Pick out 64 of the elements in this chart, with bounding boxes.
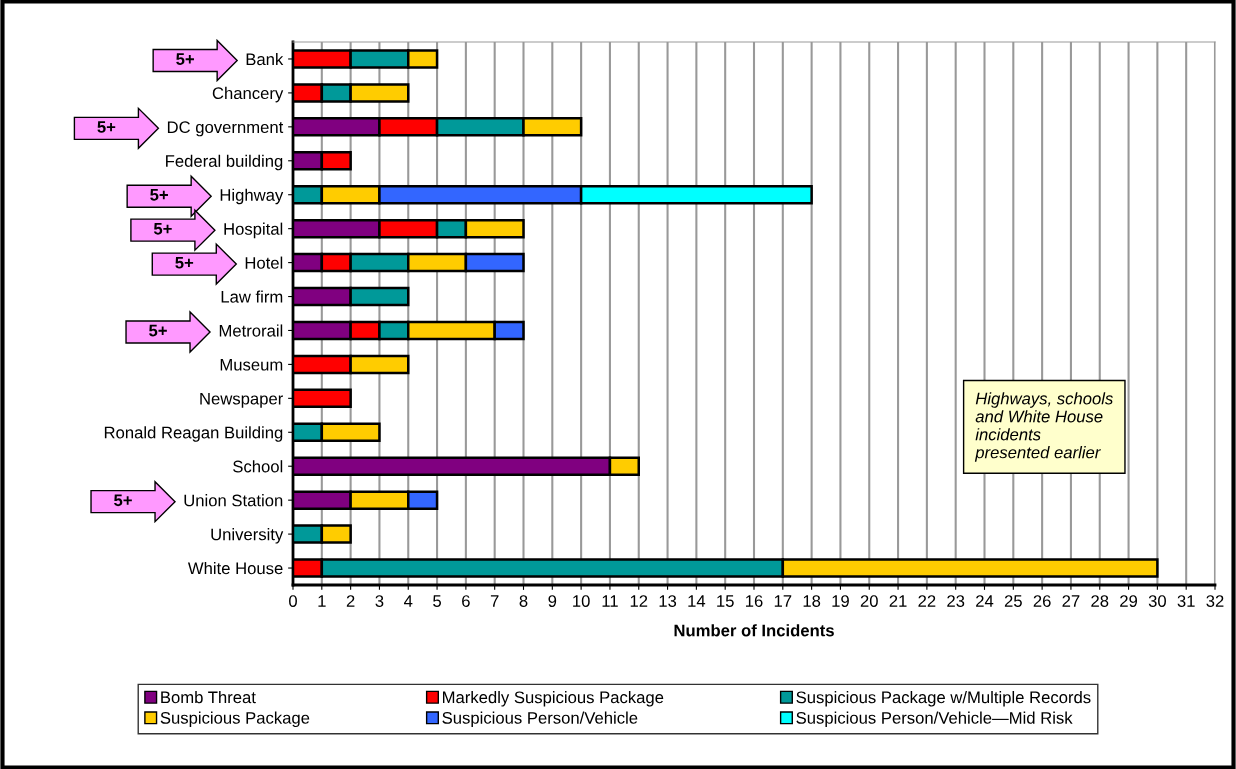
y-tick-label: DC government bbox=[167, 121, 284, 137]
legend-label: Suspicious Person/Vehicle—Mid Risk bbox=[796, 711, 1073, 728]
y-tick-label: Newspaper bbox=[200, 392, 284, 408]
x-tick-label: 30 bbox=[1148, 595, 1166, 607]
y-tick-label: White House bbox=[187, 561, 283, 575]
y-tick-label: Federal building bbox=[166, 154, 283, 171]
x-tick-label: 6 bbox=[462, 595, 470, 607]
x-tick-label: 20 bbox=[860, 595, 878, 607]
x-tick-label: 2 bbox=[346, 595, 355, 607]
y-tick-label: Chancery bbox=[212, 86, 284, 103]
text: 5+ bbox=[114, 494, 132, 507]
x-tick-label: 23 bbox=[947, 595, 965, 607]
x-tick-label: 18 bbox=[803, 595, 821, 607]
x-tick-label: 10 bbox=[573, 595, 590, 607]
x-tick-label: 17 bbox=[774, 595, 792, 607]
y-tick-label: Ronald Reagan Building bbox=[104, 426, 283, 442]
y-tick-label: Union Station bbox=[184, 494, 283, 507]
y-tick-label: Hospital bbox=[224, 222, 283, 239]
x-tick-label: 14 bbox=[688, 595, 706, 607]
x-tick-label: 32 bbox=[1206, 595, 1224, 607]
x-tick-label: 3 bbox=[375, 595, 384, 607]
x-tick-label: 24 bbox=[976, 595, 994, 607]
x-tick-label: 11 bbox=[602, 595, 618, 607]
x-tick-label: 9 bbox=[548, 595, 557, 607]
x-tick-label: 27 bbox=[1062, 595, 1080, 607]
x-tick-label: 7 bbox=[490, 595, 499, 607]
y-tick-label: Hotel bbox=[245, 256, 283, 269]
text: 5+ bbox=[153, 223, 172, 235]
x-tick-label: 16 bbox=[746, 595, 763, 607]
y-tick-label: Metrorail bbox=[219, 324, 283, 337]
x-tick-label: 19 bbox=[832, 595, 849, 607]
text: 5+ bbox=[97, 121, 116, 133]
legend-label: Markedly Suspicious Package bbox=[443, 691, 664, 707]
text: 5+ bbox=[176, 53, 194, 65]
x-tick-label: 29 bbox=[1120, 595, 1138, 607]
x-tick-label: 5 bbox=[433, 595, 441, 607]
text: 5+ bbox=[175, 256, 194, 269]
legend-label: Suspicious Package w/Multiple Records bbox=[796, 691, 1091, 707]
y-tick-label: Law firm bbox=[221, 290, 283, 303]
y-tick-label: Highway bbox=[220, 188, 284, 205]
x-tick-label: 4 bbox=[404, 595, 413, 607]
x-tick-label: 25 bbox=[1004, 595, 1022, 607]
x-tick-label: 22 bbox=[918, 595, 936, 607]
x-tick-label: 21 bbox=[889, 595, 907, 607]
x-axis-title: Number of Incidents bbox=[674, 624, 834, 637]
x-tick-label: 1 bbox=[318, 595, 326, 607]
text: 5+ bbox=[150, 189, 168, 201]
legend-label: Suspicious Person/Vehicle bbox=[442, 711, 638, 728]
legend-label: Suspicious Package bbox=[160, 711, 310, 728]
annotation: Highways, schools and White House incidents presented earlier bbox=[974, 392, 1113, 462]
x-tick-label: 15 bbox=[717, 595, 734, 607]
x-tick-label: 31 bbox=[1177, 595, 1195, 607]
y-tick-label: Bank bbox=[246, 52, 284, 66]
x-tick-label: 0 bbox=[289, 595, 297, 607]
y-tick-label: School bbox=[233, 460, 283, 473]
x-tick-label: 8 bbox=[519, 595, 528, 607]
x-tick-label: 28 bbox=[1091, 595, 1109, 607]
x-tick-label: 13 bbox=[659, 595, 677, 607]
legend-label: Bomb Threat bbox=[161, 691, 256, 704]
x-tick-label: 26 bbox=[1033, 595, 1051, 607]
x-tick-label: 12 bbox=[630, 595, 648, 607]
y-tick-label: University bbox=[211, 528, 284, 544]
text: 5+ bbox=[149, 324, 167, 337]
y-tick-label: Museum bbox=[220, 358, 283, 371]
